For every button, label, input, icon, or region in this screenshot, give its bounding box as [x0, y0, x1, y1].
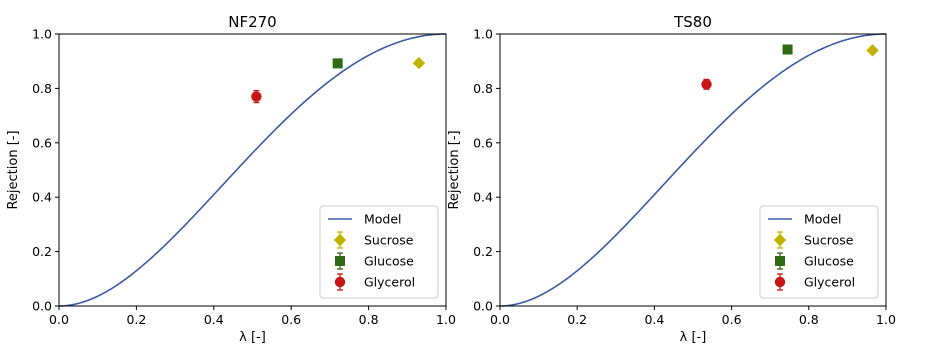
legend-label: Sucrose [804, 233, 854, 248]
legend: Model Sucrose Glucose Glycerol [319, 205, 439, 299]
x-tick-label: 0.6 [281, 312, 301, 327]
legend-label: Glycerol [804, 275, 855, 290]
model-curve [58, 33, 447, 307]
x-tick-label: 0.6 [722, 312, 742, 327]
legend-marker-glucose [775, 256, 785, 266]
y-tick-label: 0.4 [473, 190, 493, 205]
plot-frame [499, 33, 887, 307]
legend-label: Glucose [804, 254, 854, 269]
y-axis-label: Rejection [-] [447, 130, 462, 209]
plot-frame [58, 33, 447, 307]
x-tick-label: 0.4 [204, 312, 224, 327]
y-axis-label: Rejection [-] [6, 130, 21, 209]
legend-marker-sucrose [333, 233, 347, 247]
x-tick-label: 0.8 [359, 312, 379, 327]
x-axis-label: λ [-] [680, 330, 707, 345]
chart-title: TS80 [673, 13, 712, 31]
y-tick-label: 0.0 [473, 299, 493, 314]
x-tick-label: 0.4 [644, 312, 664, 327]
chart-panel-2: TS80 0.0 0.2 0.4 0.6 0.8 1.0 0.0 0.2 0.4 0.6 0.8 1.0… [447, 13, 896, 345]
x-tick-label: 0.0 [49, 312, 69, 327]
x-tick-label: 1.0 [876, 312, 896, 327]
legend-marker-glucose [335, 256, 345, 266]
x-tick-label: 0.2 [126, 312, 146, 327]
x-tick-label: 0.0 [490, 312, 510, 327]
x-axis-label: λ [-] [239, 330, 266, 345]
legend-marker-sucrose [773, 233, 787, 247]
legend-marker-glycerol [334, 276, 346, 288]
y-tick-label: 0.8 [473, 81, 493, 96]
legend: Model Sucrose Glucose Glycerol [759, 205, 879, 299]
point-glucose [782, 44, 793, 55]
legend-marker-glycerol [774, 276, 786, 288]
point-sucrose [866, 44, 879, 57]
point-glucose [332, 58, 343, 69]
point-glycerol [251, 91, 262, 102]
x-tick-label: 0.8 [799, 312, 819, 327]
legend-label: Glucose [364, 254, 414, 269]
y-tick-label: 1.0 [32, 27, 52, 42]
legend-box [759, 205, 879, 299]
point-glycerol [701, 79, 712, 90]
y-tick-label: 0.6 [473, 135, 493, 150]
x-tick-label: 1.0 [436, 312, 456, 327]
y-tick-label: 1.0 [473, 27, 493, 42]
legend-label: Sucrose [364, 233, 414, 248]
model-curve [499, 33, 887, 307]
chart-title: NF270 [228, 13, 276, 31]
y-tick-label: 0.8 [32, 81, 52, 96]
y-tick-label: 0.0 [32, 299, 52, 314]
legend-label: Glycerol [364, 275, 415, 290]
chart-panel-1: NF270 0.0 0.2 0.4 0.6 0.8 1.0 0.0 0.2 0.4 0.6 0.8 1.… [6, 13, 456, 345]
y-tick-label: 0.2 [32, 244, 52, 259]
y-tick-label: 0.4 [32, 190, 52, 205]
y-tick-label: 0.2 [473, 244, 493, 259]
legend-label: Model [804, 212, 842, 227]
legend-box [319, 205, 439, 299]
y-tick-label: 0.6 [32, 135, 52, 150]
point-sucrose [412, 56, 426, 70]
legend-label: Model [364, 212, 402, 227]
x-tick-label: 0.2 [567, 312, 587, 327]
